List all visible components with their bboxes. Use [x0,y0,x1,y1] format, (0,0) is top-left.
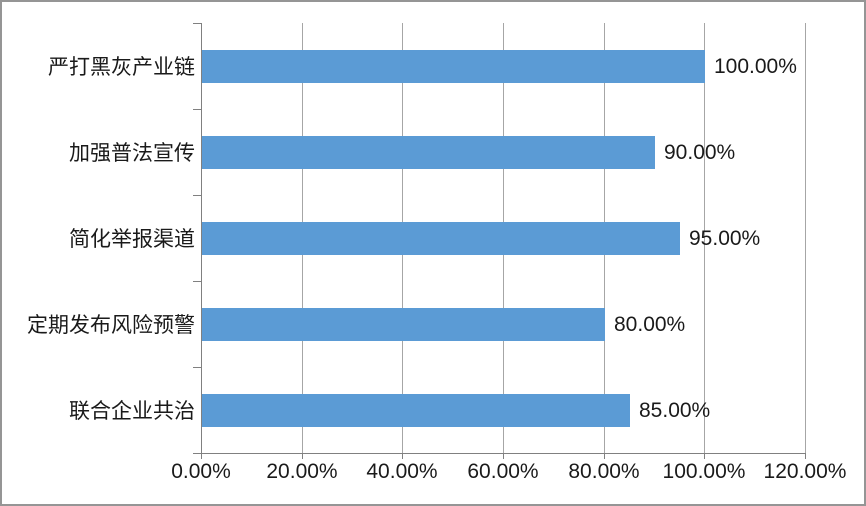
x-tick-label: 40.00% [366,460,438,483]
y-tick-mark [193,23,201,24]
gridline [805,23,806,453]
bar-value-label: 80.00% [614,313,686,336]
bar-value-label: 90.00% [664,141,736,164]
category-label: 联合企业共治 [69,400,195,423]
x-tick-label: 100.00% [662,460,746,483]
category-label: 简化举报渠道 [69,228,195,251]
x-tick-mark [604,454,605,459]
x-tick-label: 0.00% [171,460,231,483]
x-tick-label: 80.00% [568,460,640,483]
x-tick-mark [302,454,303,459]
x-tick-mark [704,454,705,459]
x-tick-label: 120.00% [763,460,847,483]
y-tick-mark [193,281,201,282]
x-tick-mark [503,454,504,459]
y-axis-line [201,23,202,454]
bar [202,394,630,427]
bar [202,136,655,169]
x-tick-mark [805,454,806,459]
category-label: 定期发布风险预警 [27,314,195,337]
x-tick-label: 20.00% [266,460,338,483]
bar [202,222,680,255]
gridline [704,23,705,453]
category-label: 严打黑灰产业链 [48,56,195,79]
category-label: 加强普法宣传 [69,142,195,165]
bar-value-label: 95.00% [689,227,761,250]
y-tick-mark [193,367,201,368]
y-tick-mark [193,453,201,454]
x-tick-mark [201,454,202,459]
bar [202,50,705,83]
bar-value-label: 85.00% [639,399,711,422]
x-axis-line [201,453,806,454]
y-tick-mark [193,195,201,196]
x-tick-label: 60.00% [467,460,539,483]
y-tick-mark [193,109,201,110]
plot-area: 100.00% 90.00% 95.00% 80.00% 85.00% [193,23,806,459]
bar [202,308,605,341]
x-tick-mark [402,454,403,459]
bar-value-label: 100.00% [714,55,797,78]
